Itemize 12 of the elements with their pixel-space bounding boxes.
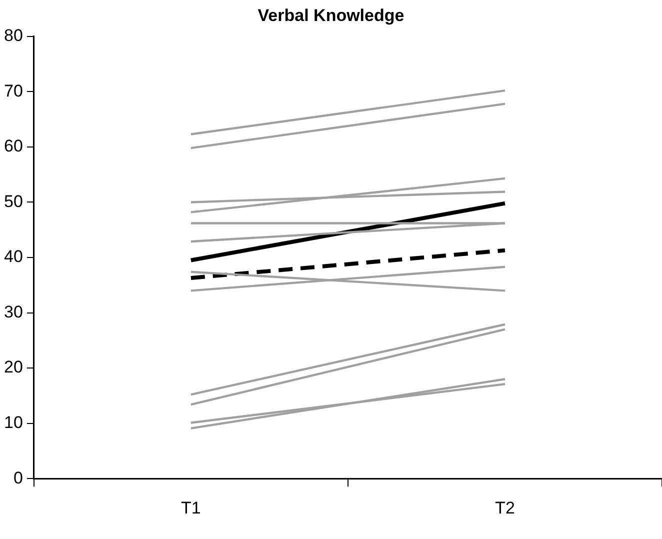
- y-tick-label: 60: [4, 136, 23, 156]
- y-tick-label: 0: [13, 468, 23, 488]
- y-tick-label: 50: [4, 192, 23, 211]
- y-tick-label: 20: [4, 358, 23, 377]
- y-tick-label: 30: [4, 302, 23, 322]
- x-tick-label: T1: [181, 498, 201, 518]
- y-tick-label: 80: [4, 26, 23, 46]
- x-tick-label: T2: [495, 498, 515, 518]
- y-tick-label: 70: [4, 81, 23, 100]
- y-tick-label: 10: [4, 413, 23, 432]
- chart-title: Verbal Knowledge: [258, 6, 404, 25]
- y-tick-label: 40: [4, 247, 23, 266]
